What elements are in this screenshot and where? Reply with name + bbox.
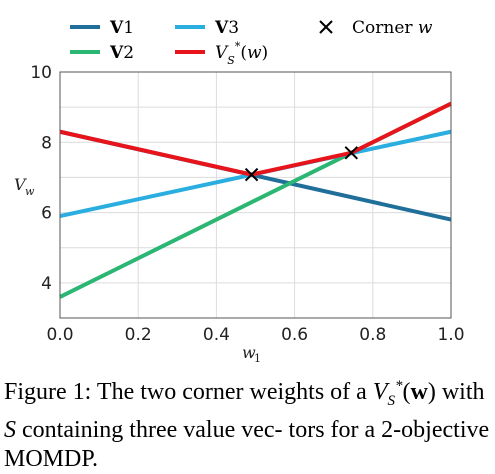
caption-formula: VS*	[372, 378, 403, 409]
series-line-4	[59, 101, 452, 177]
legend-label-v1: V1	[109, 18, 134, 38]
caption-formula-arg: (w)	[402, 379, 436, 405]
y-axis-label-main: V	[14, 175, 27, 194]
corner-markers	[244, 146, 359, 182]
grid	[59, 71, 452, 319]
legend-label-corner: Corner w	[352, 18, 433, 38]
y-axis-label: V w	[14, 175, 35, 198]
y-axis-label-sub: w	[25, 185, 35, 198]
legend-label-vs: VS*(w)	[215, 40, 268, 67]
caption-label: Figure 1:	[4, 379, 92, 405]
legend: V1 V2 V3 VS*(w) Corner w	[70, 18, 433, 67]
x-tick-0.2: 0.2	[125, 325, 152, 345]
legend-swatch-corner	[319, 20, 333, 34]
x-tick-1.0: 1.0	[437, 325, 464, 345]
y-tick-6: 6	[41, 204, 52, 224]
x-tick-0.6: 0.6	[281, 325, 308, 345]
tick-labels: 0.0 0.2 0.4 0.6 0.8 1.0 4 6 8 10	[30, 63, 464, 345]
corner-marker-2	[344, 146, 359, 160]
y-tick-10: 10	[30, 63, 52, 83]
x-tick-0.0: 0.0	[46, 325, 73, 345]
figure-caption: Figure 1: The two corner weights of a VS…	[4, 372, 492, 474]
series-lines	[59, 101, 452, 299]
plot-frame	[59, 71, 452, 319]
legend-label-v2: V2	[109, 43, 134, 63]
x-axis-label-sub: 1	[254, 352, 261, 365]
y-tick-8: 8	[41, 133, 52, 153]
legend-label-v3: V3	[214, 18, 239, 38]
y-tick-4: 4	[41, 274, 52, 294]
caption-text-b: with	[441, 379, 485, 405]
x-axis-label-main: w	[242, 343, 256, 362]
caption-text-d: tors for a 2-objective MOMDP.	[4, 416, 490, 472]
corner-marker-1	[244, 167, 259, 182]
x-axis-label: w 1	[242, 343, 261, 365]
caption-text-c: containing three value vec-	[22, 416, 283, 443]
caption-set-symbol: S	[4, 416, 16, 443]
x-tick-0.8: 0.8	[359, 325, 386, 345]
x-tick-0.4: 0.4	[203, 325, 230, 345]
caption-text-a: The two corner weights of a	[96, 379, 367, 405]
